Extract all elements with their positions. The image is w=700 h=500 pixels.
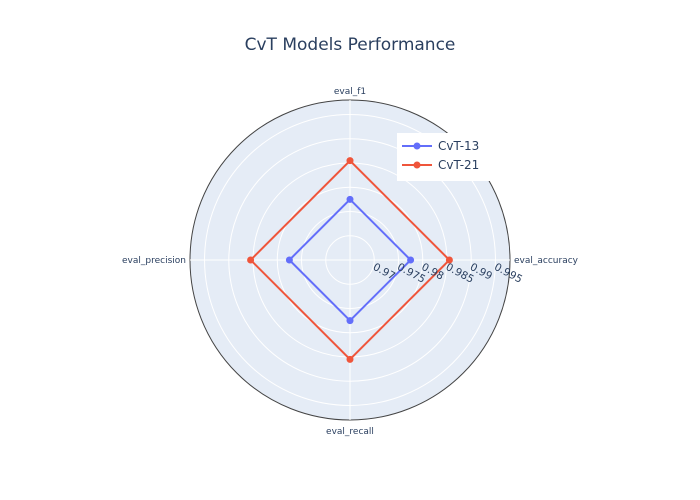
- legend-box: [397, 133, 492, 181]
- axis-labels: eval_accuracy eval_f1 eval_precision eval_r…: [122, 87, 579, 437]
- chart-title: CvT Models Performance: [245, 35, 456, 55]
- legend-label: CvT-21: [438, 158, 479, 172]
- series-point: [247, 256, 255, 264]
- axis-label: eval_accuracy: [514, 256, 579, 266]
- legend-swatch-point: [413, 142, 421, 150]
- axis-label: eval_recall: [326, 427, 374, 437]
- series-point: [445, 256, 453, 264]
- axis-label: eval_precision: [122, 256, 186, 266]
- series-point: [346, 317, 354, 325]
- legend-swatch-point: [413, 161, 421, 169]
- series-point: [346, 355, 354, 363]
- legend-items: CvT-13 CvT-21: [402, 139, 479, 172]
- angular-grid: [190, 100, 510, 420]
- series-point: [346, 195, 354, 203]
- series-point: [346, 157, 354, 165]
- series-point: [285, 256, 293, 264]
- legend-label: CvT-13: [438, 139, 479, 153]
- series-layer: [247, 157, 453, 363]
- series-point: [407, 256, 415, 264]
- axis-label: eval_f1: [334, 87, 366, 97]
- legend: CvT-13 CvT-21: [397, 133, 492, 181]
